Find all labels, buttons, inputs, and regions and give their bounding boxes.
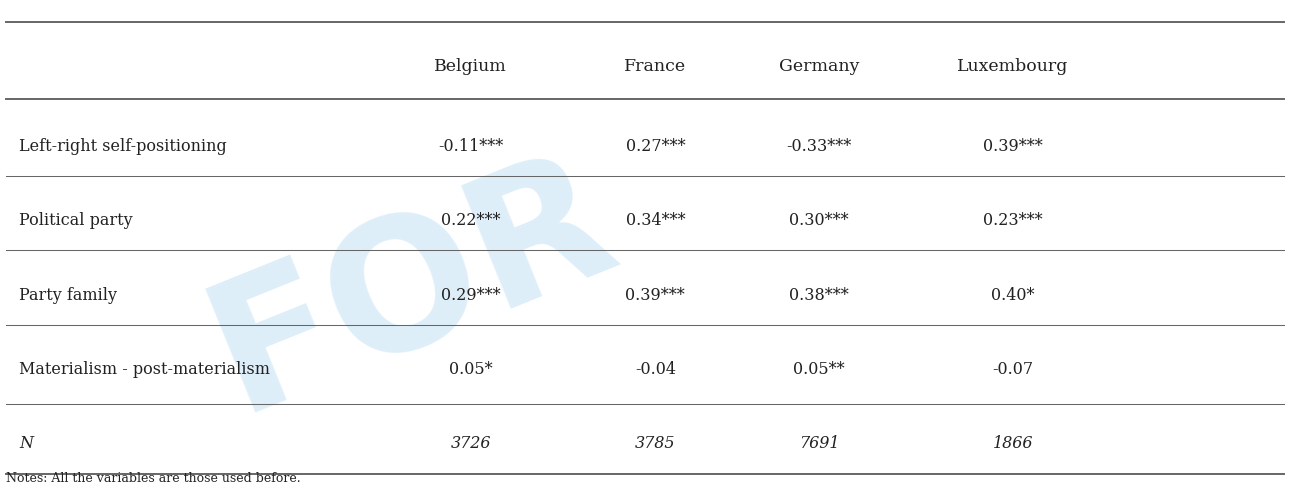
Text: Belgium: Belgium: [435, 59, 507, 75]
Text: 0.38***: 0.38***: [789, 287, 849, 304]
Text: 0.22***: 0.22***: [441, 212, 501, 229]
Text: 0.30***: 0.30***: [789, 212, 849, 229]
Text: Germany: Germany: [779, 59, 859, 75]
Text: -0.04: -0.04: [635, 361, 676, 378]
Text: 0.23***: 0.23***: [983, 212, 1042, 229]
Text: 0.40*: 0.40*: [991, 287, 1035, 304]
Text: -0.33***: -0.33***: [787, 138, 851, 155]
Text: 3726: 3726: [450, 435, 491, 452]
Text: Materialism - post-materialism: Materialism - post-materialism: [19, 361, 271, 378]
Text: Luxembourg: Luxembourg: [957, 59, 1068, 75]
Text: 1866: 1866: [992, 435, 1033, 452]
Text: 0.05*: 0.05*: [449, 361, 493, 378]
Text: Notes: All the variables are those used before.: Notes: All the variables are those used …: [6, 472, 301, 485]
Text: FOR: FOR: [187, 128, 639, 447]
Text: 0.39***: 0.39***: [626, 287, 685, 304]
Text: 0.34***: 0.34***: [626, 212, 685, 229]
Text: 0.39***: 0.39***: [983, 138, 1042, 155]
Text: 0.27***: 0.27***: [626, 138, 685, 155]
Text: 7691: 7691: [799, 435, 840, 452]
Text: 0.29***: 0.29***: [441, 287, 501, 304]
Text: France: France: [624, 59, 686, 75]
Text: Left-right self-positioning: Left-right self-positioning: [19, 138, 227, 155]
Text: -0.11***: -0.11***: [439, 138, 503, 155]
Text: Political party: Political party: [19, 212, 133, 229]
Text: N: N: [19, 435, 34, 452]
Text: -0.07: -0.07: [992, 361, 1033, 378]
Text: 3785: 3785: [635, 435, 676, 452]
Text: Party family: Party family: [19, 287, 117, 304]
Text: 0.05**: 0.05**: [793, 361, 845, 378]
